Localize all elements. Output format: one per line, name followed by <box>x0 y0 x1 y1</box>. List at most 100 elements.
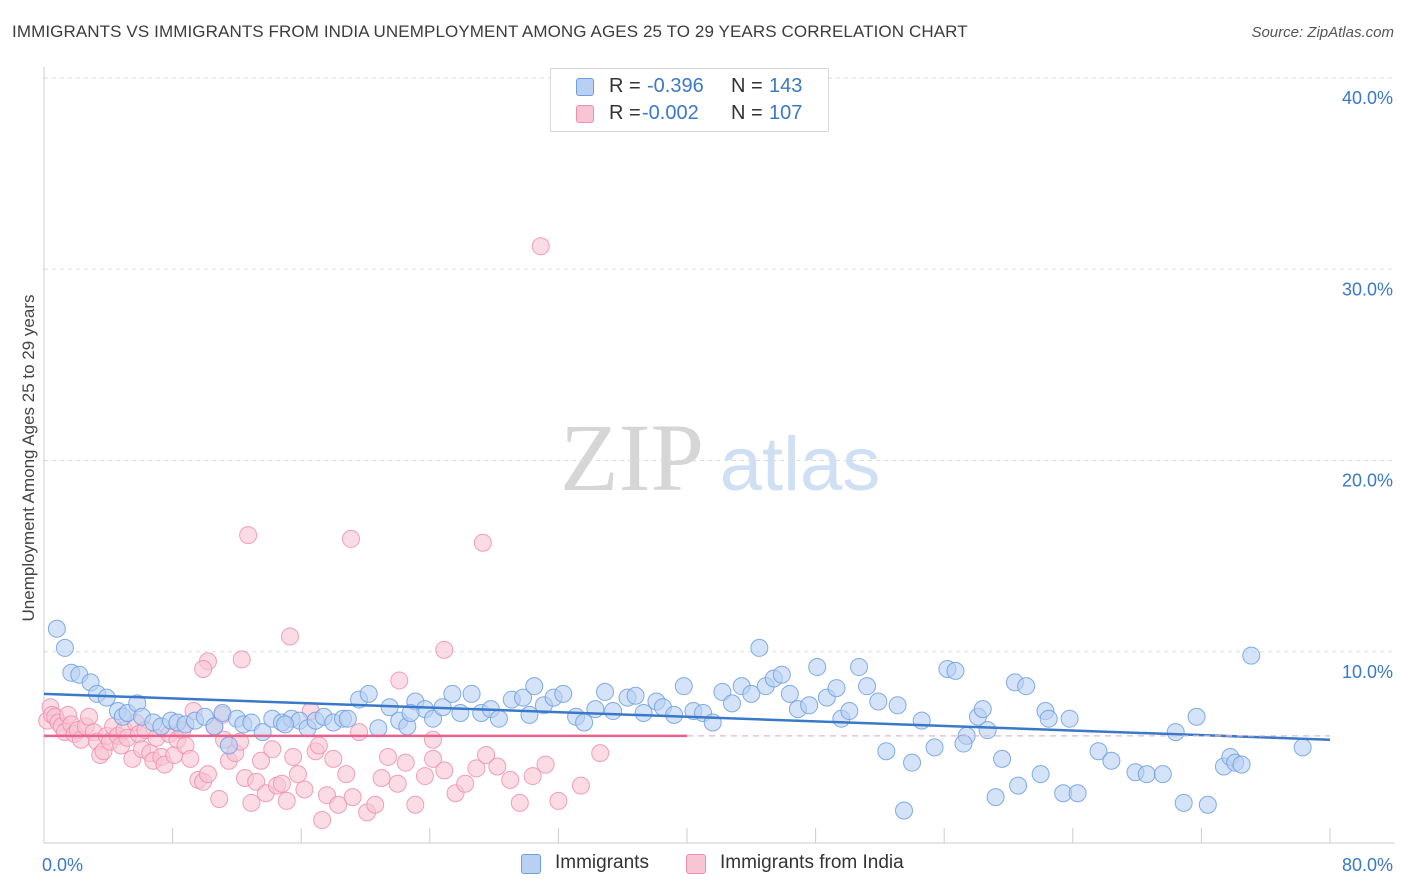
immigrants-point <box>858 677 877 696</box>
immigrants-point <box>451 703 470 722</box>
immigrants-point <box>723 694 742 713</box>
immigrants-point <box>840 702 859 721</box>
india-point <box>272 774 291 793</box>
india-point <box>329 795 348 814</box>
immigrants-point <box>954 734 973 753</box>
y-tick-label: 40.0% <box>1342 88 1393 108</box>
trend-lines <box>43 692 1331 741</box>
x-tick-label: 0.0% <box>42 855 83 875</box>
immigrants-point <box>338 709 357 728</box>
india-point <box>435 640 454 659</box>
india-point <box>523 767 542 786</box>
legend-swatch-india <box>686 854 706 874</box>
immigrants-point <box>596 682 615 701</box>
india-point <box>284 747 303 766</box>
immigrants-point <box>973 700 992 719</box>
immigrants-point <box>925 738 944 757</box>
immigrants-point <box>1166 723 1185 742</box>
immigrants-swatch <box>576 78 594 96</box>
immigrants-point <box>800 696 819 715</box>
immigrants-point <box>276 715 295 734</box>
india-point <box>591 744 610 763</box>
immigrants-point <box>634 703 653 722</box>
india-point <box>571 776 590 795</box>
immigrants-point <box>713 682 732 701</box>
watermark-atlas: atlas <box>720 422 881 507</box>
india-point <box>536 755 555 774</box>
india-point <box>372 768 391 787</box>
n-value-immigrants: 143 <box>769 75 803 97</box>
immigrants-point <box>97 688 116 707</box>
series-immigrants <box>47 619 1312 820</box>
r-label: R = <box>609 75 641 97</box>
immigrants-point <box>895 801 914 820</box>
india-point <box>388 774 407 793</box>
immigrants-point <box>1137 765 1156 784</box>
india-point <box>252 751 271 770</box>
india-point <box>456 774 475 793</box>
bottom-legend: Immigrants Immigrants from India <box>0 851 1406 879</box>
immigrants-point <box>443 684 462 703</box>
india-point <box>239 526 258 545</box>
india-point <box>288 765 307 784</box>
india-point <box>313 811 332 830</box>
immigrants-point <box>520 705 539 724</box>
immigrants-point <box>1031 765 1050 784</box>
india-point <box>477 746 496 765</box>
immigrants-trend-line <box>43 692 1331 741</box>
immigrants-point <box>1009 776 1028 795</box>
immigrants-point <box>1017 677 1036 696</box>
immigrants-point <box>424 709 443 728</box>
immigrants-point <box>1089 742 1108 761</box>
india-point <box>424 730 443 749</box>
n-label: N = <box>731 102 763 124</box>
india-point <box>366 795 385 814</box>
india-point <box>350 723 369 742</box>
india-point <box>247 772 266 791</box>
india-point <box>337 765 356 784</box>
india-point <box>510 793 529 812</box>
india-point <box>232 650 251 669</box>
stats-legend: R = -0.396 N = 143 R = -0.002 N = 107 <box>550 68 829 132</box>
india-point <box>198 765 217 784</box>
india-point <box>488 757 507 776</box>
immigrants-point <box>1060 709 1079 728</box>
immigrants-point <box>369 719 388 738</box>
immigrants-point <box>750 638 769 657</box>
immigrants-point <box>827 679 846 698</box>
immigrants-point <box>626 686 645 705</box>
immigrants-point <box>1293 738 1312 757</box>
y-tick-label: 10.0% <box>1342 662 1393 682</box>
india-point <box>194 659 213 678</box>
legend-swatch-immigrants <box>521 854 541 874</box>
immigrants-point <box>401 703 420 722</box>
india-point <box>396 753 415 772</box>
legend-label-immigrants: Immigrants <box>555 852 649 873</box>
india-point <box>280 627 299 646</box>
immigrants-point <box>1068 784 1087 803</box>
india-point <box>210 790 229 809</box>
immigrants-point <box>993 749 1012 768</box>
r-label: R = <box>609 102 641 124</box>
immigrants-point <box>978 721 997 740</box>
n-label: N = <box>731 75 763 97</box>
immigrants-point <box>742 684 761 703</box>
immigrants-point <box>888 696 907 715</box>
immigrants-point <box>1198 795 1217 814</box>
india-point <box>295 780 314 799</box>
immigrants-point <box>554 684 573 703</box>
india-point <box>415 767 434 786</box>
india-point <box>343 788 362 807</box>
immigrants-point <box>525 677 544 696</box>
immigrants-point <box>514 688 533 707</box>
immigrants-point <box>1242 646 1261 665</box>
immigrants-point <box>1174 793 1193 812</box>
immigrants-point <box>1039 709 1058 728</box>
immigrants-point <box>1153 765 1172 784</box>
immigrants-point <box>808 658 827 677</box>
x-tick-label: 80.0% <box>1342 855 1393 875</box>
immigrants-point <box>55 638 74 657</box>
immigrants-point <box>674 677 693 696</box>
watermark-zip: ZIP <box>560 404 704 511</box>
